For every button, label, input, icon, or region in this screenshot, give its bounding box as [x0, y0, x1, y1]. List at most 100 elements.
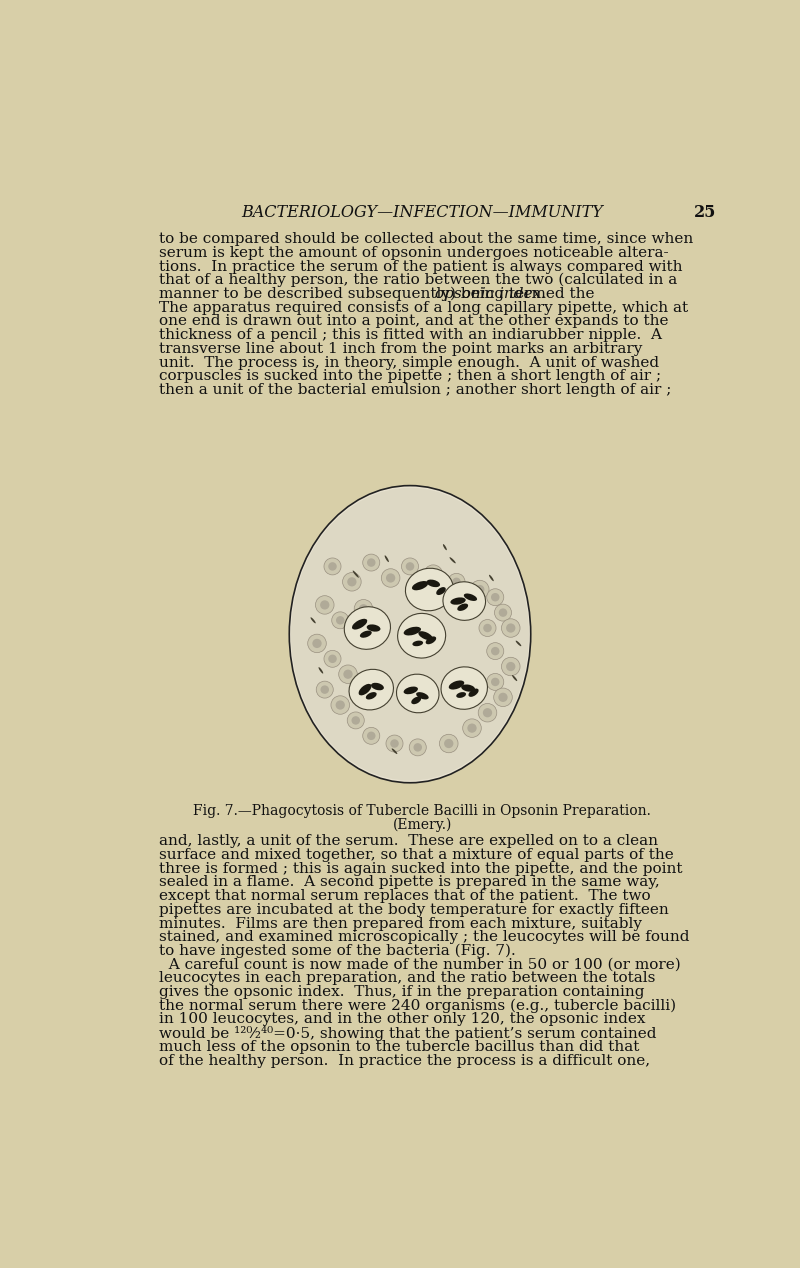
- Ellipse shape: [486, 673, 504, 690]
- Text: leucocytes in each preparation, and the ratio between the totals: leucocytes in each preparation, and the …: [159, 971, 655, 985]
- Ellipse shape: [469, 689, 478, 697]
- Ellipse shape: [458, 604, 468, 611]
- Ellipse shape: [398, 614, 446, 658]
- Ellipse shape: [506, 624, 515, 633]
- Ellipse shape: [467, 724, 477, 733]
- Ellipse shape: [424, 564, 442, 583]
- Ellipse shape: [404, 686, 418, 695]
- Ellipse shape: [456, 692, 466, 697]
- Ellipse shape: [336, 616, 345, 625]
- Ellipse shape: [347, 577, 357, 586]
- Text: in 100 leucocytes, and in the other only 120, the opsonic index: in 100 leucocytes, and in the other only…: [159, 1012, 646, 1027]
- Ellipse shape: [404, 626, 421, 635]
- Ellipse shape: [343, 670, 353, 678]
- Ellipse shape: [412, 640, 423, 647]
- Text: three is formed ; this is again sucked into the pipette, and the point: three is formed ; this is again sucked i…: [159, 862, 682, 876]
- Ellipse shape: [353, 571, 359, 578]
- Ellipse shape: [342, 573, 361, 591]
- Ellipse shape: [483, 708, 492, 718]
- Ellipse shape: [360, 630, 372, 638]
- Ellipse shape: [441, 667, 487, 709]
- Ellipse shape: [324, 558, 341, 574]
- Text: stained, and examined microscopically ; the leucocytes will be found: stained, and examined microscopically ; …: [159, 931, 690, 945]
- Ellipse shape: [315, 596, 334, 614]
- Ellipse shape: [436, 587, 446, 595]
- Ellipse shape: [491, 647, 499, 656]
- Ellipse shape: [290, 486, 530, 782]
- Ellipse shape: [354, 600, 373, 618]
- Ellipse shape: [443, 582, 486, 620]
- Text: gives the opsonic index.  Thus, if in the preparation containing: gives the opsonic index. Thus, if in the…: [159, 985, 645, 999]
- Text: corpuscles is sucked into the pipette ; then a short length of air ;: corpuscles is sucked into the pipette ; …: [159, 369, 661, 383]
- Ellipse shape: [362, 554, 380, 571]
- Text: unit.  The process is, in theory, simple enough.  A unit of washed: unit. The process is, in theory, simple …: [159, 355, 659, 369]
- Ellipse shape: [506, 662, 515, 671]
- Ellipse shape: [512, 675, 518, 681]
- Ellipse shape: [449, 681, 464, 690]
- Text: transverse line about 1 inch from the point marks an arbitrary: transverse line about 1 inch from the po…: [159, 342, 642, 356]
- Ellipse shape: [397, 675, 439, 713]
- Ellipse shape: [366, 692, 377, 700]
- Ellipse shape: [371, 682, 384, 690]
- Ellipse shape: [486, 588, 504, 606]
- Ellipse shape: [406, 562, 414, 571]
- Text: 25: 25: [694, 204, 716, 221]
- Ellipse shape: [367, 732, 375, 741]
- Ellipse shape: [331, 696, 350, 714]
- Ellipse shape: [418, 631, 433, 640]
- Ellipse shape: [349, 670, 394, 710]
- Ellipse shape: [486, 643, 504, 659]
- Ellipse shape: [392, 748, 398, 754]
- Ellipse shape: [414, 743, 422, 752]
- Ellipse shape: [410, 739, 426, 756]
- Text: much less of the opsonin to the tubercle bacillus than did that: much less of the opsonin to the tubercle…: [159, 1040, 639, 1054]
- Ellipse shape: [478, 704, 497, 721]
- Ellipse shape: [462, 719, 482, 738]
- Ellipse shape: [464, 593, 477, 601]
- Text: tions.  In practice the serum of the patient is always compared with: tions. In practice the serum of the pati…: [159, 260, 682, 274]
- Ellipse shape: [502, 657, 520, 676]
- Text: except that normal serum replaces that of the patient.  The two: except that normal serum replaces that o…: [159, 889, 650, 903]
- Ellipse shape: [502, 619, 520, 638]
- Ellipse shape: [475, 585, 485, 595]
- Text: serum is kept the amount of opsonin undergoes noticeable altera-: serum is kept the amount of opsonin unde…: [159, 246, 669, 260]
- Text: opsonic index.: opsonic index.: [435, 287, 546, 301]
- Ellipse shape: [312, 639, 322, 648]
- Text: of the healthy person.  In practice the process is a difficult one,: of the healthy person. In practice the p…: [159, 1054, 650, 1068]
- Text: then a unit of the bacterial emulsion ; another short length of air ;: then a unit of the bacterial emulsion ; …: [159, 383, 671, 397]
- Ellipse shape: [382, 569, 400, 587]
- Ellipse shape: [366, 624, 381, 631]
- Ellipse shape: [390, 739, 398, 748]
- Text: one end is drawn out into a point, and at the other expands to the: one end is drawn out into a point, and a…: [159, 314, 669, 328]
- Ellipse shape: [494, 604, 511, 621]
- Text: pipettes are incubated at the body temperature for exactly fifteen: pipettes are incubated at the body tempe…: [159, 903, 669, 917]
- Ellipse shape: [406, 568, 454, 611]
- Ellipse shape: [412, 581, 428, 591]
- Ellipse shape: [491, 677, 499, 686]
- Ellipse shape: [416, 692, 429, 700]
- Text: (Emery.): (Emery.): [393, 818, 452, 832]
- Ellipse shape: [450, 557, 456, 563]
- Ellipse shape: [320, 600, 330, 610]
- Ellipse shape: [516, 640, 522, 647]
- Ellipse shape: [351, 716, 360, 724]
- Ellipse shape: [338, 664, 358, 683]
- Ellipse shape: [347, 711, 364, 729]
- Ellipse shape: [479, 620, 496, 637]
- Ellipse shape: [332, 612, 349, 629]
- Ellipse shape: [310, 618, 316, 624]
- Ellipse shape: [386, 573, 395, 582]
- Ellipse shape: [386, 735, 403, 752]
- Ellipse shape: [344, 606, 390, 649]
- Ellipse shape: [443, 544, 447, 550]
- Ellipse shape: [336, 700, 345, 710]
- Text: Fig. 7.—Phagocytosis of Tubercle Bacilli in Opsonin Preparation.: Fig. 7.—Phagocytosis of Tubercle Bacilli…: [194, 804, 651, 818]
- Ellipse shape: [426, 579, 440, 587]
- Ellipse shape: [429, 569, 438, 578]
- Ellipse shape: [489, 574, 494, 581]
- Text: minutes.  Films are then prepared from each mixture, suitably: minutes. Films are then prepared from ea…: [159, 917, 642, 931]
- Text: that of a healthy person, the ratio between the two (calculated in a: that of a healthy person, the ratio betw…: [159, 273, 677, 288]
- Ellipse shape: [448, 573, 465, 591]
- Text: to be compared should be collected about the same time, since when: to be compared should be collected about…: [159, 232, 693, 246]
- Ellipse shape: [359, 604, 368, 614]
